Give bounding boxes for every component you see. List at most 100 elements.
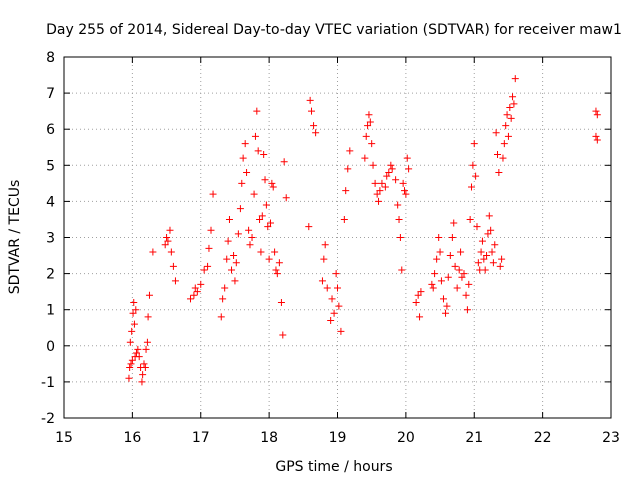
data-point-marker (383, 172, 391, 180)
data-point-marker (489, 259, 497, 267)
data-point-marker (269, 183, 277, 191)
data-point-marker (265, 255, 273, 263)
data-point-marker (342, 187, 350, 195)
data-point-marker (446, 252, 454, 260)
data-point-marker (130, 320, 138, 328)
data-point-marker (134, 345, 142, 353)
x-tick-label: 21 (465, 430, 483, 446)
y-axis-title: SDTVAR / TECUs (7, 180, 23, 295)
data-point-marker (231, 277, 239, 285)
data-point-marker (368, 140, 376, 148)
x-tick-label: 22 (534, 430, 552, 446)
y-tick-label: 6 (46, 122, 55, 138)
data-point-marker (217, 313, 225, 321)
data-point-marker (271, 248, 279, 256)
data-point-marker (439, 295, 447, 303)
data-point-marker (129, 309, 137, 317)
data-point-marker (306, 96, 314, 104)
data-point-marker (139, 371, 147, 379)
data-point-marker (258, 212, 266, 220)
data-point-marker (481, 266, 489, 274)
data-point-marker (318, 277, 326, 285)
data-point-marker (506, 104, 514, 112)
data-point-marker (127, 360, 135, 368)
data-point-marker (167, 248, 175, 256)
data-point-marker (161, 241, 169, 249)
data-point-marker (387, 161, 395, 169)
data-point-marker (221, 284, 229, 292)
data-point-marker (460, 270, 468, 278)
data-point-marker (236, 205, 244, 213)
data-point-marker (209, 190, 217, 198)
data-point-marker (186, 295, 194, 303)
data-point-marker (473, 223, 481, 231)
data-point-marker (493, 150, 501, 158)
data-point-marker (396, 234, 404, 241)
data-point-marker (593, 111, 601, 119)
data-point-marker (362, 132, 370, 140)
data-point-marker (371, 179, 379, 187)
data-point-marker (500, 140, 508, 148)
data-point-marker (458, 273, 466, 281)
data-point-marker (502, 122, 510, 130)
data-point-marker (334, 284, 341, 292)
data-point-marker (169, 262, 177, 270)
data-point-marker (491, 241, 499, 249)
y-tick-label: -1 (41, 375, 55, 391)
data-point-marker (388, 165, 396, 173)
data-point-marker (392, 176, 400, 184)
data-point-marker (503, 111, 511, 119)
x-tick-label: 18 (260, 430, 278, 446)
data-point-marker (241, 140, 249, 148)
data-point-marker (470, 140, 478, 148)
data-point-marker (328, 295, 336, 303)
data-point-marker (163, 234, 171, 241)
y-tick-label: 7 (46, 86, 55, 102)
data-point-marker (166, 226, 174, 234)
data-point-marker (436, 248, 444, 256)
data-point-marker (310, 122, 318, 130)
data-point-marker (366, 118, 374, 126)
data-point-marker (260, 150, 268, 158)
data-point-marker (417, 288, 425, 296)
data-point-marker (416, 313, 424, 321)
x-tick-label: 16 (123, 430, 141, 446)
y-tick-label: 0 (46, 339, 55, 355)
y-tick-label: 8 (46, 50, 55, 66)
data-point-marker (375, 197, 383, 205)
data-point-marker (398, 266, 406, 274)
data-point-marker (250, 190, 258, 198)
data-point-marker (364, 122, 372, 130)
chart-title: Day 255 of 2014, Sidereal Day-to-day VTE… (46, 22, 622, 38)
data-point-marker (275, 259, 283, 267)
data-point-marker (257, 248, 265, 256)
data-point-marker (395, 215, 403, 223)
data-point-marker (592, 107, 600, 115)
data-point-marker (435, 234, 443, 241)
data-point-marker (262, 201, 270, 209)
data-point-marker (369, 161, 377, 169)
data-point-marker (499, 154, 507, 162)
data-point-marker (190, 291, 198, 299)
data-point-marker (361, 154, 369, 162)
data-point-marker (485, 212, 493, 220)
data-point-marker (455, 266, 463, 274)
y-tick-label: 3 (46, 231, 55, 247)
data-point-marker (197, 280, 205, 288)
data-point-marker (225, 215, 233, 223)
data-point-marker (305, 223, 313, 231)
data-point-marker (128, 356, 136, 364)
data-point-marker (125, 374, 133, 382)
data-point-marker (466, 215, 474, 223)
grid-layer (64, 57, 611, 418)
data-point-marker (401, 187, 409, 195)
data-point-marker (245, 226, 253, 234)
data-point-marker (140, 360, 148, 368)
data-point-marker (414, 291, 422, 299)
data-point-marker (509, 93, 517, 101)
data-point-marker (403, 154, 411, 162)
y-tick-label: 1 (46, 303, 55, 319)
data-point-marker (477, 248, 485, 256)
data-point-marker (273, 270, 281, 278)
